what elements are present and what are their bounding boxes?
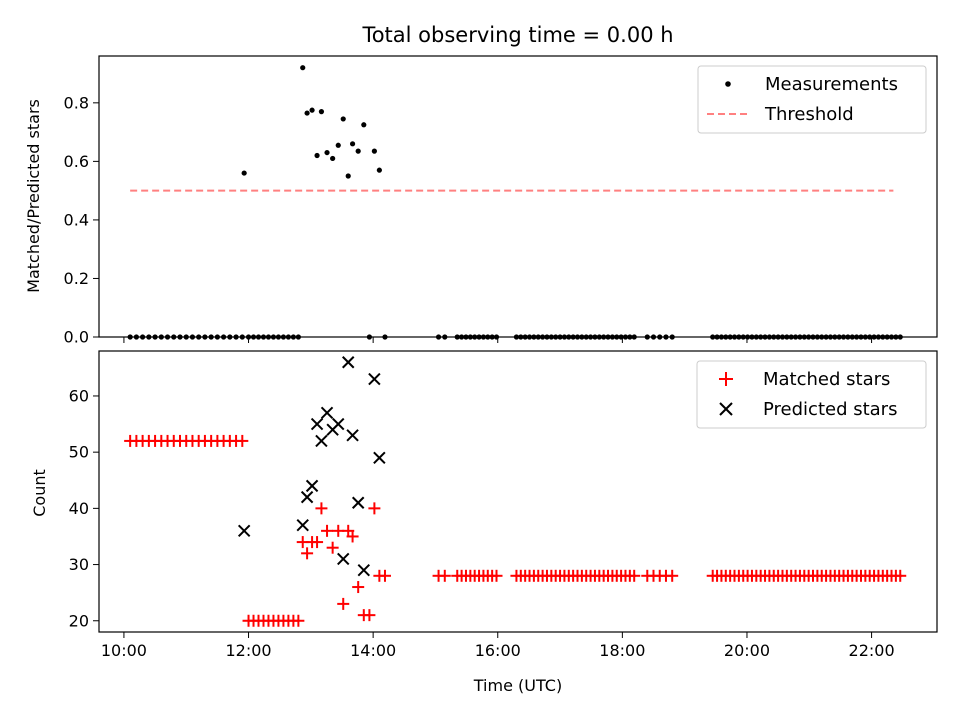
predicted-star-point xyxy=(368,372,381,386)
matched-stars-points xyxy=(124,434,907,627)
measurement-point xyxy=(300,65,306,71)
x-axis-label: Time (UTC) xyxy=(473,676,562,695)
matched-star-point xyxy=(628,569,641,582)
legend-measurements-label: Measurements xyxy=(765,74,898,95)
bottom-y-tick-label: 30 xyxy=(69,555,89,574)
chart-title: Total observing time = 0.00 h xyxy=(361,23,673,47)
predicted-star-point xyxy=(305,479,319,493)
matched-star-point xyxy=(490,569,503,582)
matched-star-point xyxy=(346,530,359,543)
matched-star-point xyxy=(894,569,907,582)
bottom-axes-frame xyxy=(98,350,938,633)
matched-star-point xyxy=(236,434,249,447)
matched-star-point xyxy=(666,569,679,582)
x-tick-label: 10:00 xyxy=(101,641,147,660)
predicted-star-point xyxy=(320,406,334,420)
x-tick-label: 12:00 xyxy=(225,641,271,660)
matched-star-point xyxy=(315,502,328,515)
matched-star-point xyxy=(301,547,314,560)
predicted-star-point xyxy=(332,417,345,431)
bottom-y-tick-label: 50 xyxy=(69,443,89,462)
measurement-point xyxy=(241,170,247,176)
bottom-legend: Matched stars Predicted stars xyxy=(696,360,927,429)
matched-star-point xyxy=(363,609,376,622)
x-tick-label: 14:00 xyxy=(350,641,396,660)
predicted-star-point xyxy=(310,417,324,431)
measurement-point xyxy=(345,173,351,179)
measurement-point xyxy=(314,152,320,159)
top-y-tick-label: 0.8 xyxy=(64,93,89,112)
matched-star-point xyxy=(311,536,324,549)
top-y-ticks: 0.0 0.2 0.4 0.6 0.8 xyxy=(64,93,99,347)
legend-predicted-label: Predicted stars xyxy=(763,399,897,420)
matched-star-point xyxy=(438,569,451,582)
predicted-star-point xyxy=(351,496,365,509)
bottom-y-tick-label: 20 xyxy=(69,611,89,630)
predicted-star-point xyxy=(346,429,359,442)
measurement-point xyxy=(335,142,341,148)
predicted-stars-points xyxy=(237,356,386,577)
measurement-point xyxy=(324,149,330,156)
bottom-y-axis-label: Count xyxy=(30,469,49,517)
predicted-star-point xyxy=(337,552,350,566)
bottom-y-tick-label: 40 xyxy=(69,499,89,518)
measurement-point xyxy=(309,107,315,113)
measurement-point xyxy=(355,148,361,154)
measurement-point xyxy=(330,155,336,162)
x-tick-label: 16:00 xyxy=(475,641,521,660)
matched-star-point xyxy=(321,524,334,537)
matched-star-point xyxy=(326,541,339,554)
top-y-tick-label: 0.6 xyxy=(64,152,89,171)
matched-star-point xyxy=(378,569,391,582)
measurement-point xyxy=(371,148,377,154)
matched-star-point xyxy=(368,502,381,515)
predicted-star-point xyxy=(296,519,309,532)
top-legend: Measurements Threshold xyxy=(697,65,927,134)
legend-threshold-label: Threshold xyxy=(764,104,854,125)
counts-panel: 20 30 40 50 60 10:00 12:00 14:00 16:00 18:00 20:0… xyxy=(30,350,938,695)
bottom-x-ticks: 10:00 12:00 14:00 16:00 18:00 20:00 22:00 xyxy=(101,632,895,660)
predicted-star-point xyxy=(342,356,355,369)
predicted-star-point xyxy=(300,490,314,504)
top-y-axis-label: Matched/Predicted stars xyxy=(24,99,43,293)
bottom-y-ticks: 20 30 40 50 60 xyxy=(69,386,99,630)
measurement-point xyxy=(361,122,367,128)
measurement-point xyxy=(304,110,310,116)
measurement-point xyxy=(340,116,346,122)
legend-predicted-marker xyxy=(719,402,733,416)
matched-star-point xyxy=(337,597,350,610)
top-y-tick-label: 0.0 xyxy=(64,328,89,347)
legend-measurements-marker xyxy=(725,81,731,87)
measurement-point xyxy=(376,167,382,173)
top-axes-frame xyxy=(98,55,938,338)
matched-star-point xyxy=(292,614,305,627)
legend-matched-marker xyxy=(719,372,733,386)
measurement-point xyxy=(349,141,356,147)
x-tick-label: 20:00 xyxy=(724,641,770,660)
top-y-tick-label: 0.2 xyxy=(64,269,89,288)
predicted-star-point xyxy=(237,524,251,538)
predicted-star-point xyxy=(357,563,371,577)
top-legend-box xyxy=(697,65,927,134)
bottom-y-tick-label: 60 xyxy=(69,386,89,405)
x-tick-label: 18:00 xyxy=(599,641,645,660)
measurement-point xyxy=(318,109,325,115)
matched-star-point xyxy=(352,581,365,594)
predicted-star-point xyxy=(373,451,386,464)
predicted-star-point xyxy=(315,434,328,448)
legend-matched-label: Matched stars xyxy=(763,369,890,390)
bottom-legend-box xyxy=(696,360,927,429)
x-tick-label: 22:00 xyxy=(849,641,895,660)
top-y-tick-label: 0.4 xyxy=(64,210,89,229)
measurements-panel: Total observing time = 0.00 h 0.00.20.40… xyxy=(24,23,938,347)
